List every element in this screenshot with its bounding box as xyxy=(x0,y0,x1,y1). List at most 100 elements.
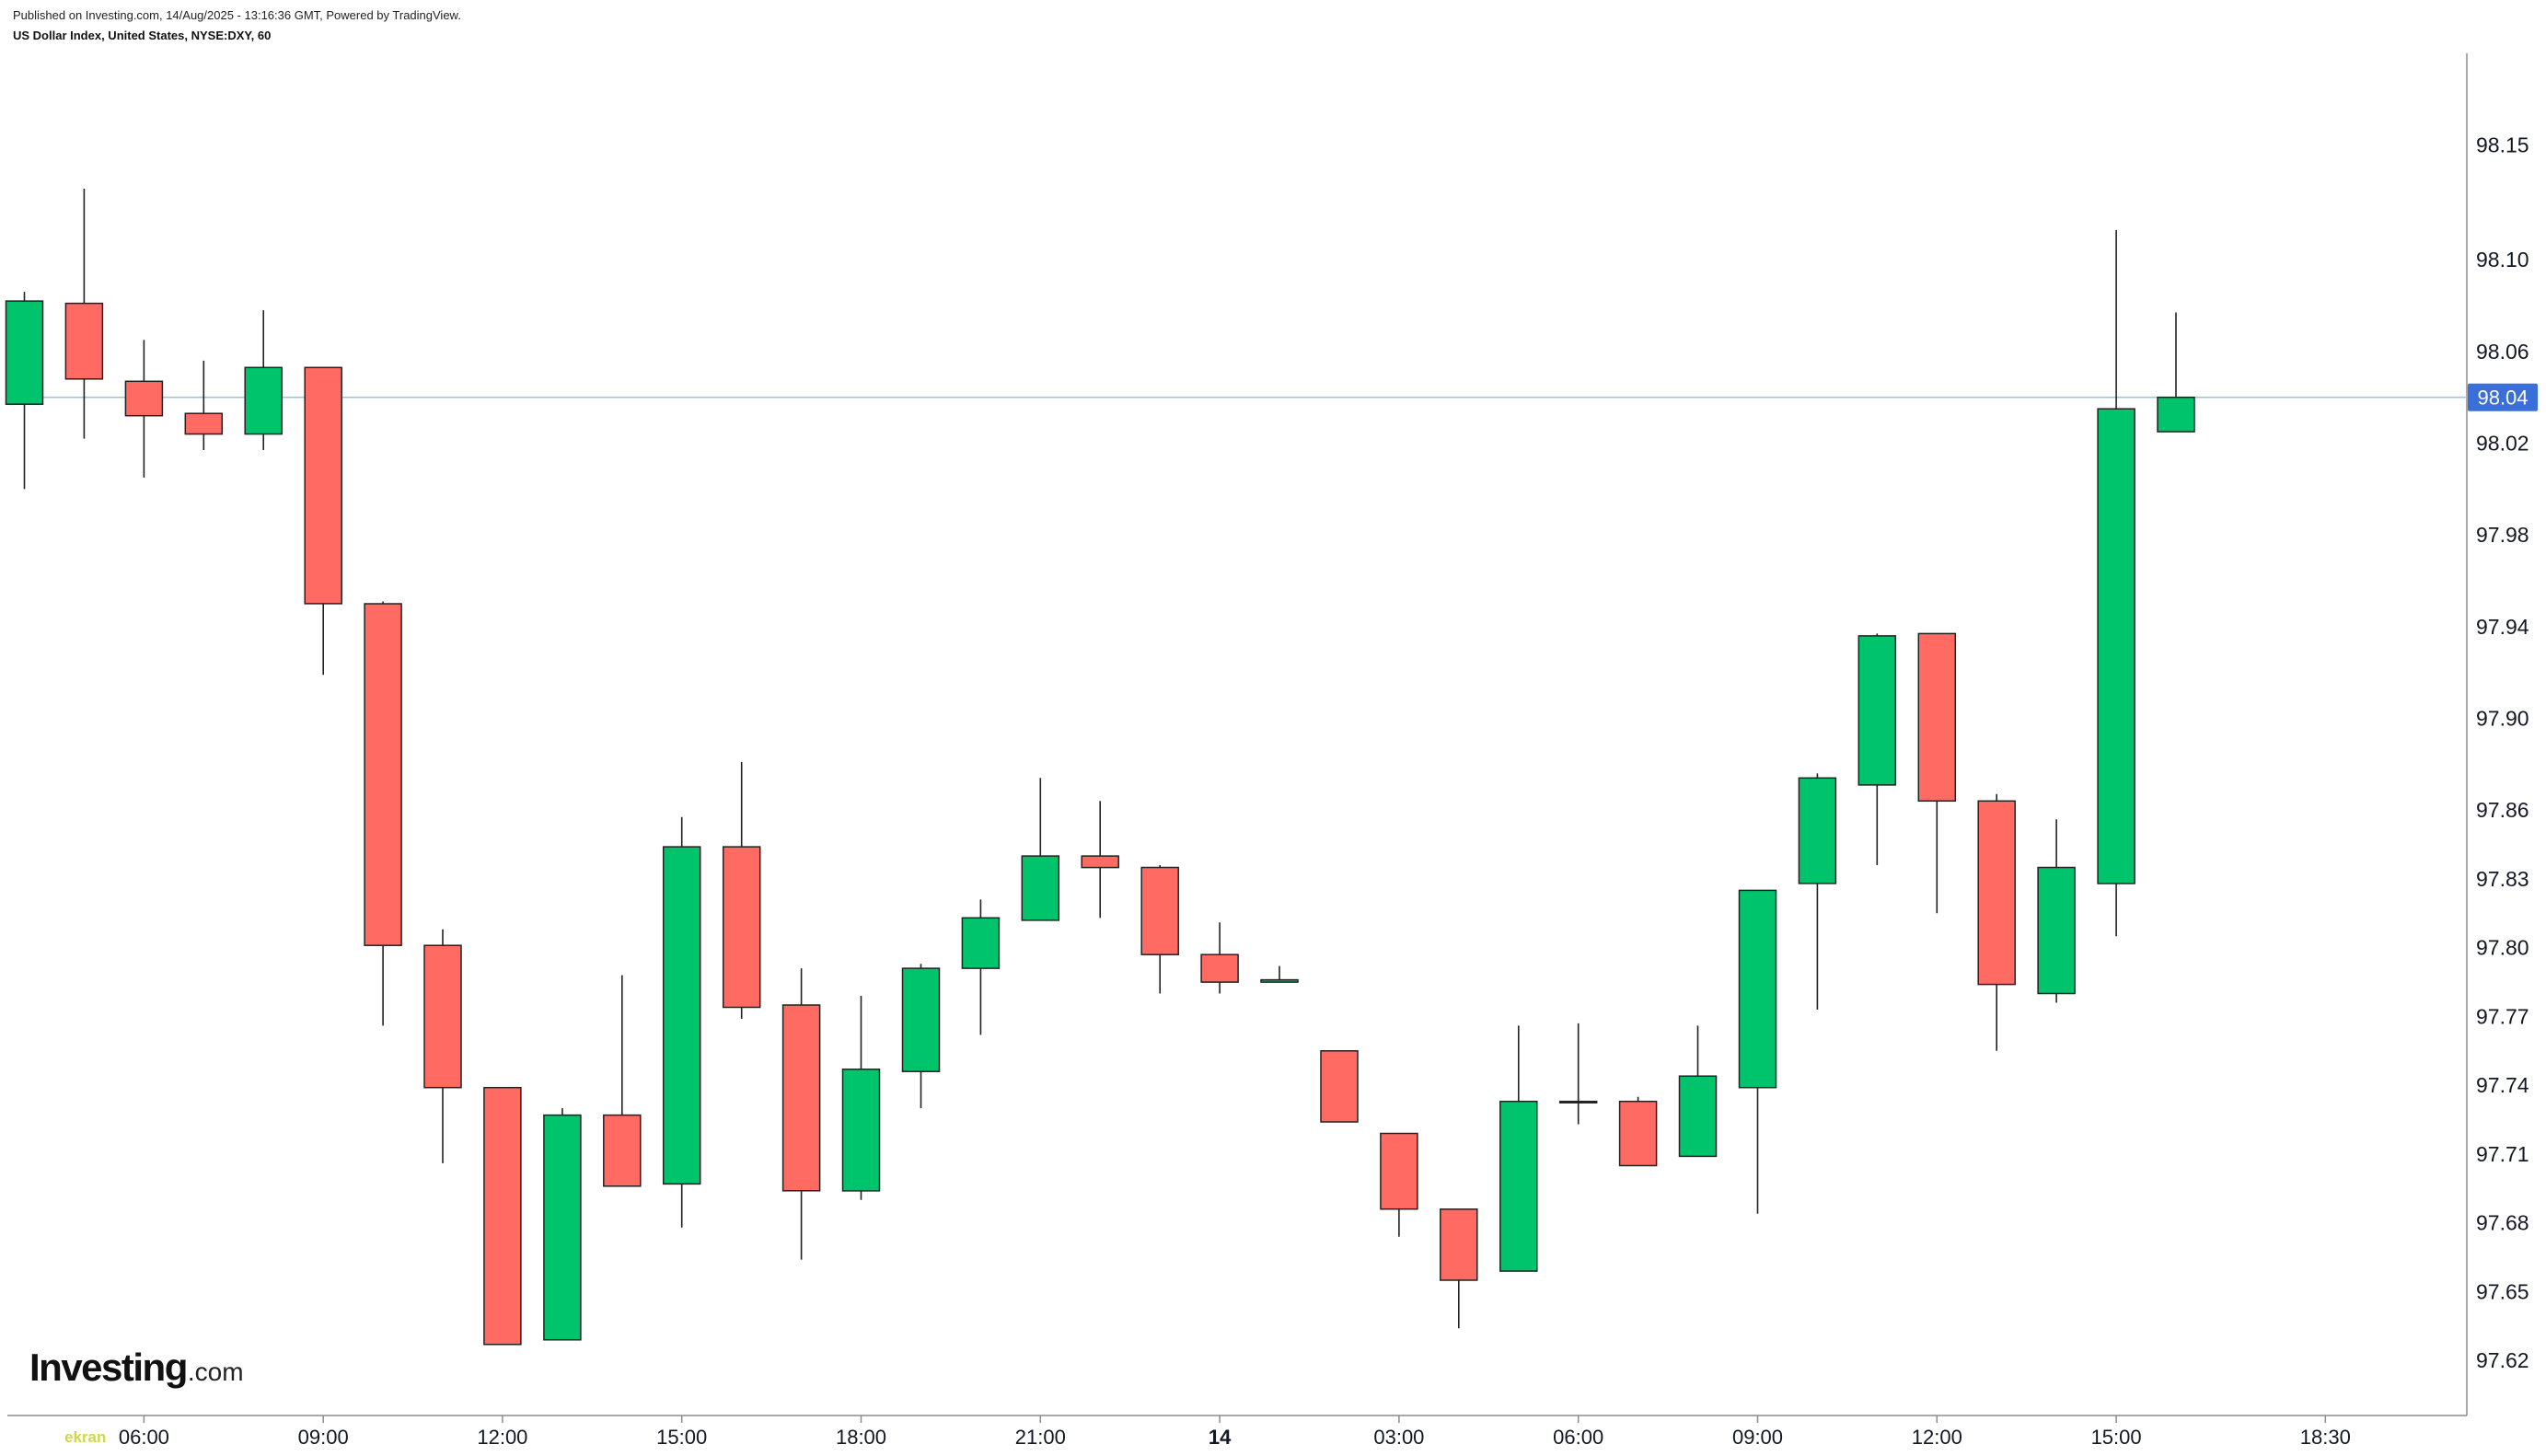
x-tick-label: 06:00 xyxy=(1553,1426,1603,1449)
candle-17 xyxy=(961,899,1001,1035)
candle-25 xyxy=(1440,1208,1478,1329)
candle-body xyxy=(1260,978,1299,983)
x-tick-label: 06:00 xyxy=(119,1426,169,1449)
candle-body xyxy=(722,846,761,1009)
x-tick-label: 03:00 xyxy=(1373,1426,1424,1449)
last-price-box xyxy=(2468,383,2538,411)
candle-27 xyxy=(1558,1023,1598,1125)
candle-24 xyxy=(1380,1132,1418,1237)
candle-body xyxy=(5,300,44,405)
candle-body xyxy=(1081,855,1119,869)
candle-3 xyxy=(124,340,164,478)
y-tick-label: 98.02 xyxy=(2476,432,2529,456)
x-tick-label: 18:00 xyxy=(836,1426,886,1449)
candle-body xyxy=(1499,1100,1538,1272)
candle-body xyxy=(184,412,224,435)
candle-body xyxy=(423,944,462,1089)
candle-body xyxy=(841,1069,881,1192)
candle-16 xyxy=(901,964,941,1109)
candle-body xyxy=(1977,800,2016,986)
candle-22 xyxy=(1260,965,1299,983)
candle-body xyxy=(1678,1075,1718,1158)
candle-body xyxy=(1798,777,1837,884)
candle-26 xyxy=(1499,1025,1538,1272)
ekran-watermark: ekran xyxy=(64,1428,107,1446)
y-tick-label: 97.86 xyxy=(2476,798,2529,822)
candle-body xyxy=(901,967,941,1072)
candle-30 xyxy=(1738,889,1777,1214)
candle-36 xyxy=(2097,229,2135,937)
y-tick-label: 97.94 xyxy=(2476,615,2529,639)
y-tick-label: 97.90 xyxy=(2476,707,2529,731)
y-axis-ticks: 98.15 98.10 98.06 98.02 97.98 97.94 97.90 97.86… xyxy=(2476,133,2529,1372)
y-tick-label: 98.06 xyxy=(2476,340,2529,364)
symbol-title: US Dollar Index, United States, NYSE:DXY… xyxy=(13,29,272,42)
candle-body xyxy=(1558,1100,1598,1104)
candle-29 xyxy=(1678,1025,1718,1158)
candle-7 xyxy=(364,601,402,1026)
candle-body xyxy=(603,1114,642,1187)
y-tick-label: 97.68 xyxy=(2476,1211,2529,1235)
candle-23 xyxy=(1320,1050,1359,1123)
candle-body xyxy=(662,846,701,1185)
last-price-text: 98.04 xyxy=(2477,387,2528,410)
investing-logo: Investing .com xyxy=(29,1346,244,1390)
y-tick-label: 97.65 xyxy=(2476,1280,2529,1304)
x-tick-label: 15:00 xyxy=(2091,1426,2142,1449)
published-note: Published on Investing.com, 14/Aug/2025 … xyxy=(13,8,461,22)
candle-body xyxy=(1857,635,1897,786)
candle-14 xyxy=(781,968,821,1260)
candle-33 xyxy=(1917,632,1957,914)
candle-body xyxy=(244,366,283,435)
candle-21 xyxy=(1200,922,1239,994)
candle-37 xyxy=(2157,312,2195,433)
candle-body xyxy=(1738,889,1777,1089)
candle-18 xyxy=(1021,778,1060,921)
y-tick-label: 98.10 xyxy=(2476,248,2529,272)
x-tick-label: 15:00 xyxy=(656,1426,707,1449)
candle-4 xyxy=(184,360,224,450)
candle-body xyxy=(1440,1208,1478,1281)
candle-28 xyxy=(1618,1096,1658,1167)
candle-body xyxy=(1917,632,1957,803)
y-tick-label: 97.71 xyxy=(2476,1142,2529,1166)
logo-suffix: .com xyxy=(187,1358,244,1386)
candle-body xyxy=(961,917,1001,969)
x-tick-label: 21:00 xyxy=(1015,1426,1066,1449)
last-price-label: 98.04 xyxy=(2468,383,2538,411)
candle-19 xyxy=(1081,801,1119,919)
candle-body xyxy=(1140,866,1179,955)
candle-5 xyxy=(244,310,283,450)
x-tick-label: 14 xyxy=(1209,1426,1232,1449)
candle-2 xyxy=(64,189,104,439)
candle-15 xyxy=(841,996,881,1200)
candle-body xyxy=(124,380,164,417)
y-tick-label: 97.80 xyxy=(2476,936,2529,960)
candle-body xyxy=(304,366,342,605)
logo-brand: Investing xyxy=(29,1346,188,1389)
candle-31 xyxy=(1798,773,1837,1010)
y-tick-label: 97.74 xyxy=(2476,1073,2529,1097)
candle-6 xyxy=(304,366,342,676)
candle-35 xyxy=(2037,819,2076,1003)
candle-body xyxy=(2037,866,2076,995)
y-tick-label: 98.15 xyxy=(2476,133,2529,157)
candle-body xyxy=(64,302,104,380)
x-tick-label: 12:00 xyxy=(1912,1426,1962,1449)
candle-13 xyxy=(722,761,761,1019)
candles xyxy=(5,189,2195,1346)
candle-12 xyxy=(662,816,701,1228)
candle-11 xyxy=(603,975,642,1187)
candle-9 xyxy=(483,1086,522,1346)
candle-body xyxy=(1618,1100,1658,1167)
candle-body xyxy=(2097,408,2135,884)
candle-body xyxy=(2157,396,2195,433)
candle-body xyxy=(1320,1050,1359,1123)
y-tick-label: 97.98 xyxy=(2476,523,2529,547)
candle-10 xyxy=(543,1108,582,1341)
candle-34 xyxy=(1977,793,2016,1051)
y-tick-label: 97.77 xyxy=(2476,1005,2529,1029)
y-tick-label: 97.62 xyxy=(2476,1348,2529,1372)
x-tick-label: 09:00 xyxy=(298,1426,349,1449)
